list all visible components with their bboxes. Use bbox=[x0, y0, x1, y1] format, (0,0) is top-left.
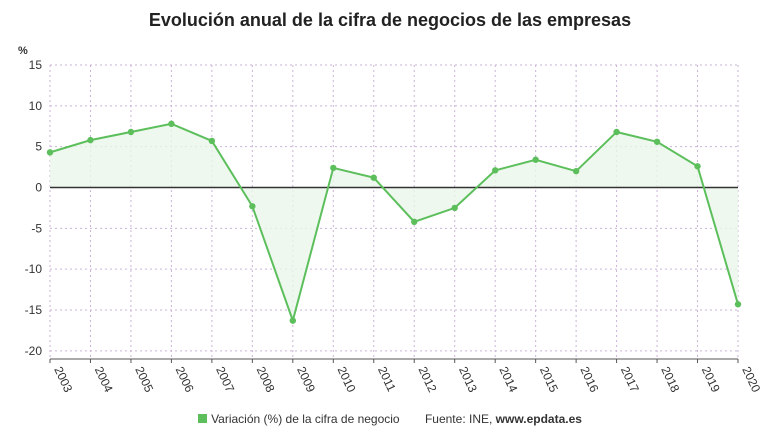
chart-title: Evolución anual de la cifra de negocios … bbox=[148, 10, 632, 30]
x-tick-label: 2019 bbox=[699, 364, 723, 394]
y-tick-label: 0 bbox=[35, 181, 42, 195]
data-point-2014 bbox=[491, 167, 499, 174]
x-tick-label: 2012 bbox=[416, 364, 440, 394]
x-tick-label: 2003 bbox=[51, 364, 75, 394]
data-point-2004 bbox=[87, 136, 94, 144]
y-axis-ticks: 15 10 5 0 -5 -10 -15 -20 bbox=[25, 58, 43, 358]
y-tick-label: 15 bbox=[29, 58, 43, 72]
source-site: www.epdata.es bbox=[495, 412, 582, 426]
data-point-2017 bbox=[613, 128, 620, 136]
y-axis-unit: % bbox=[18, 45, 28, 57]
data-point-2005 bbox=[127, 128, 135, 136]
x-tick-label: 2007 bbox=[213, 364, 237, 394]
y-tick-label: -5 bbox=[31, 221, 42, 235]
y-tick-label: -20 bbox=[25, 344, 43, 358]
legend-label: Variación (%) de la cifra de negocio bbox=[211, 412, 400, 426]
data-points bbox=[46, 120, 742, 324]
x-tick-label: 2010 bbox=[335, 364, 359, 394]
data-point-2015 bbox=[532, 156, 539, 163]
legend-swatch bbox=[198, 414, 208, 423]
x-tick-label: 2013 bbox=[456, 364, 480, 394]
y-tick-label: -10 bbox=[25, 262, 43, 276]
data-point-2013 bbox=[451, 204, 458, 212]
x-tick-label: 2005 bbox=[132, 364, 156, 394]
x-tick-label: 2011 bbox=[375, 364, 399, 394]
data-point-2008 bbox=[249, 203, 256, 210]
y-tick-label: -15 bbox=[25, 303, 43, 317]
data-point-2010 bbox=[330, 164, 337, 172]
data-point-2007 bbox=[208, 137, 216, 145]
data-point-2011 bbox=[370, 174, 377, 181]
grid bbox=[49, 64, 739, 359]
y-tick-label: 10 bbox=[29, 99, 43, 113]
data-point-2006 bbox=[168, 120, 175, 128]
x-tick-label: 2017 bbox=[618, 364, 642, 394]
data-point-2020 bbox=[734, 301, 742, 308]
x-tick-label: 2008 bbox=[254, 364, 278, 394]
x-tick-label: 2018 bbox=[658, 364, 682, 394]
footer: Variación (%) de la cifra de negocio Fue… bbox=[0, 412, 780, 426]
data-point-2016 bbox=[572, 167, 580, 175]
x-tick-label: 2004 bbox=[92, 364, 116, 394]
x-tick-label: 2009 bbox=[294, 364, 318, 394]
x-tick-label: 2015 bbox=[537, 364, 561, 394]
y-tick-label: 5 bbox=[35, 140, 42, 154]
series-line bbox=[49, 122, 739, 325]
x-tick-label: 2016 bbox=[577, 364, 601, 394]
x-tick-label: 2014 bbox=[496, 364, 520, 394]
source-label: Fuente: INE, bbox=[424, 412, 493, 426]
data-point-2012 bbox=[411, 218, 418, 225]
data-point-2019 bbox=[694, 163, 701, 170]
area-fill bbox=[50, 123, 738, 321]
data-point-2003 bbox=[46, 149, 54, 156]
x-axis-ticks: 2003 2004 2005 2006 2007 2008 2009 2010 2011 2012… bbox=[49, 359, 763, 395]
data-point-2009 bbox=[289, 317, 297, 324]
data-point-2018 bbox=[653, 138, 661, 145]
x-tick-label: 2006 bbox=[173, 364, 197, 394]
x-tick-label: 2020 bbox=[739, 364, 763, 394]
